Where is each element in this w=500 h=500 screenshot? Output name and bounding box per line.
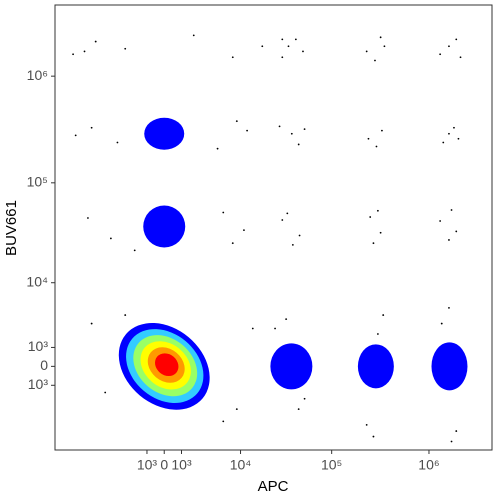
event-dot (448, 132, 450, 135)
event-dot (448, 239, 450, 241)
event-dot (235, 408, 238, 411)
y-tick-label: 0 (40, 357, 48, 373)
population (144, 117, 185, 150)
event-dot (450, 440, 453, 443)
event-dot (231, 242, 234, 245)
event-dot (302, 50, 304, 53)
y-tick-label: 10⁴ (26, 273, 48, 289)
event-dot (222, 211, 225, 214)
y-axis-title: BUV661 (3, 200, 20, 256)
event-dot (109, 237, 112, 240)
event-dot (365, 423, 368, 426)
event-dot (192, 34, 195, 37)
y-tick-label: 10³ (28, 376, 49, 392)
event-dot (459, 56, 462, 59)
event-dot (379, 231, 382, 234)
event-dot (376, 209, 379, 212)
x-tick-label: 10⁵ (321, 457, 342, 473)
event-dot (291, 243, 294, 246)
event-dot (124, 47, 127, 50)
event-dot (222, 420, 225, 423)
event-dot (116, 141, 119, 144)
x-tick-label: 0 (160, 457, 168, 473)
event-dot (367, 137, 370, 140)
y-tick-label: 10⁶ (27, 67, 48, 83)
event-dot (274, 327, 276, 330)
population (270, 343, 313, 390)
event-dot (246, 129, 248, 132)
event-dot (90, 126, 93, 129)
event-dot (369, 216, 372, 218)
event-dot (440, 322, 443, 325)
event-dot (298, 234, 301, 237)
event-dot (448, 45, 450, 48)
event-dot (216, 147, 219, 150)
event-dot (281, 38, 284, 41)
event-dot (261, 45, 264, 48)
event-dot (94, 40, 97, 43)
event-dot (455, 38, 458, 41)
event-dot (281, 219, 284, 221)
event-dot (448, 306, 450, 309)
x-tick-label: 10⁶ (418, 457, 439, 473)
event-dot (375, 145, 378, 148)
event-dot (87, 217, 89, 219)
event-dot (297, 408, 300, 411)
event-dot (278, 125, 281, 128)
event-dot (365, 50, 368, 53)
event-dot (372, 435, 375, 438)
event-dot (72, 53, 74, 56)
event-dot (457, 137, 460, 140)
event-dot (133, 249, 136, 252)
density-contour (155, 353, 179, 377)
event-dot (287, 45, 290, 48)
event-dot (83, 50, 86, 53)
x-axis-title: APC (258, 478, 289, 495)
event-dot (286, 212, 289, 215)
event-dot (285, 318, 288, 321)
event-dot (281, 56, 284, 59)
x-tick-label: 10³ (171, 457, 192, 473)
x-tick-label: 10⁴ (230, 457, 252, 473)
event-dot (251, 327, 254, 330)
event-dot (455, 430, 458, 432)
event-dot (297, 143, 300, 146)
event-dot (303, 397, 306, 400)
event-dot (303, 128, 306, 131)
event-dot (231, 56, 234, 59)
event-dot (379, 36, 382, 39)
plot-frame (54, 4, 493, 451)
y-tick-label: 10⁵ (27, 174, 48, 190)
event-dot (382, 314, 385, 316)
population (431, 342, 468, 391)
event-dot (383, 45, 386, 48)
event-dot (90, 322, 93, 325)
event-dot (235, 120, 238, 123)
event-dot (442, 141, 445, 144)
event-dot (450, 209, 453, 211)
event-dot (372, 242, 375, 245)
event-dot (74, 134, 77, 137)
event-dot (374, 59, 376, 62)
event-dot (124, 314, 127, 316)
event-dot (294, 38, 297, 41)
event-dot (376, 333, 379, 335)
event-dot (104, 391, 107, 394)
population (357, 344, 394, 389)
population (143, 205, 186, 248)
x-tick-label: 10³ (137, 457, 158, 473)
event-dot (381, 129, 383, 132)
event-dot (290, 132, 293, 135)
event-dot (439, 220, 442, 222)
event-dot (243, 229, 245, 232)
y-tick-label: 10³ (28, 338, 49, 354)
event-dot (439, 53, 442, 56)
event-dot (455, 230, 458, 233)
event-dot (453, 126, 455, 129)
